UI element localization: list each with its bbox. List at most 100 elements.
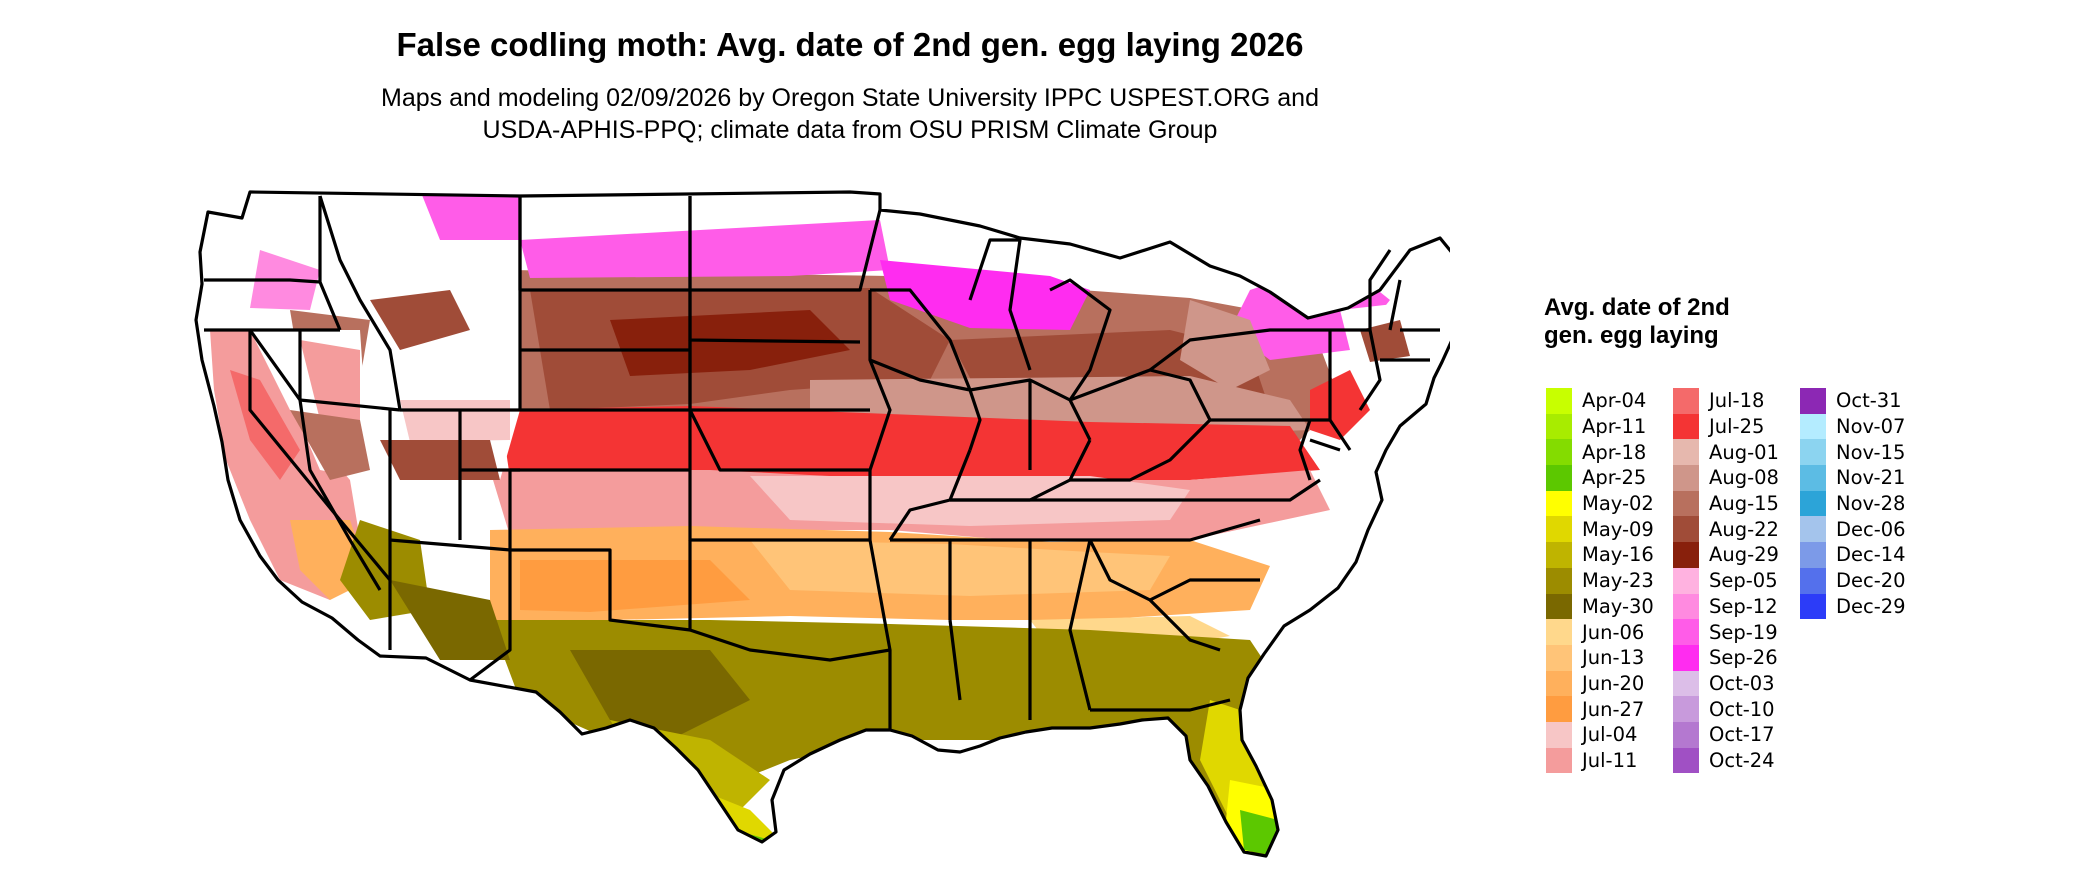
legend-item-sep-05: Sep-05	[1673, 567, 1779, 594]
legend-item-jul-11: Jul-11	[1546, 747, 1654, 774]
legend-item-dec-29: Dec-29	[1800, 593, 1906, 620]
legend-swatch	[1800, 593, 1826, 620]
legend-swatch	[1800, 516, 1826, 543]
legend-swatch	[1546, 542, 1572, 568]
legend-label: May-09	[1582, 517, 1654, 541]
legend-item-apr-18: Apr-18	[1546, 439, 1654, 466]
legend-label: Jun-06	[1582, 620, 1645, 644]
legend-swatch	[1800, 567, 1826, 594]
legend-label: Jul-11	[1582, 748, 1638, 772]
legend-swatch	[1673, 490, 1699, 517]
legend-swatch	[1800, 490, 1826, 517]
legend-label: Dec-14	[1836, 543, 1906, 567]
legend-swatch	[1673, 413, 1699, 440]
map-subtitle-line-1: Maps and modeling 02/09/2026 by Oregon S…	[381, 84, 1319, 112]
legend-column-3: Oct-31 Nov-07 Nov-15 Nov-21 Nov-28 Dec-06 Dec-…	[1800, 388, 1906, 620]
legend-item-oct-31: Oct-31	[1800, 388, 1906, 414]
legend-label: Apr-25	[1582, 466, 1647, 490]
legend-label: Dec-20	[1836, 569, 1906, 593]
legend-swatch	[1673, 644, 1699, 671]
legend-swatch	[1800, 388, 1826, 414]
legend-label: Sep-26	[1709, 646, 1778, 670]
legend-swatch	[1546, 388, 1572, 414]
legend-label: Sep-19	[1709, 620, 1778, 644]
legend-swatch	[1800, 465, 1826, 491]
legend-swatch	[1546, 439, 1572, 466]
legend-title: Avg. date of 2nd gen. egg laying	[1544, 294, 1730, 349]
legend-item-sep-26: Sep-26	[1673, 644, 1779, 671]
legend-swatch	[1673, 388, 1699, 414]
legend-item-nov-07: Nov-07	[1800, 413, 1906, 440]
legend-label: Jun-27	[1582, 697, 1645, 721]
legend-item-may-09: May-09	[1546, 516, 1654, 543]
legend-label: May-16	[1582, 543, 1654, 567]
legend-label: Oct-24	[1709, 748, 1775, 772]
legend-label: Aug-08	[1709, 466, 1779, 490]
legend-item-jun-13: Jun-13	[1546, 644, 1654, 671]
legend-item-may-30: May-30	[1546, 593, 1654, 620]
us-egg-laying-map	[194, 190, 1450, 858]
legend-item-jun-06: Jun-06	[1546, 619, 1654, 645]
legend-swatch	[1673, 465, 1699, 491]
legend-label: Aug-15	[1709, 492, 1779, 516]
legend-swatch	[1546, 516, 1572, 543]
legend-item-apr-04: Apr-04	[1546, 388, 1654, 414]
legend-item-may-02: May-02	[1546, 490, 1654, 517]
legend-swatch	[1546, 747, 1572, 774]
egg-date-raster	[196, 192, 1450, 856]
legend-item-oct-03: Oct-03	[1673, 670, 1779, 697]
legend-label: Jul-04	[1582, 723, 1638, 747]
legend-item-oct-17: Oct-17	[1673, 721, 1779, 748]
legend-swatch	[1673, 721, 1699, 748]
legend-label: Sep-12	[1709, 594, 1778, 618]
legend-item-sep-12: Sep-12	[1673, 593, 1779, 620]
map-subtitle-line-2: USDA-APHIS-PPQ; climate data from OSU PR…	[482, 116, 1218, 144]
legend-swatch	[1546, 696, 1572, 722]
legend-item-jul-04: Jul-04	[1546, 721, 1654, 748]
legend-swatch	[1546, 670, 1572, 697]
legend-item-aug-01: Aug-01	[1673, 439, 1779, 466]
legend-label: Jun-20	[1582, 671, 1645, 695]
legend-item-nov-15: Nov-15	[1800, 439, 1906, 466]
legend-swatch	[1673, 670, 1699, 697]
legend-swatch	[1800, 542, 1826, 568]
legend-swatch	[1673, 516, 1699, 543]
legend-item-aug-22: Aug-22	[1673, 516, 1779, 543]
legend-label: Aug-22	[1709, 517, 1779, 541]
legend-label: Nov-07	[1836, 415, 1906, 439]
legend-swatch	[1546, 413, 1572, 440]
legend-label: Jun-13	[1582, 646, 1645, 670]
legend-swatch	[1546, 619, 1572, 645]
legend-label: Dec-06	[1836, 517, 1906, 541]
legend-swatch	[1546, 644, 1572, 671]
legend-item-dec-14: Dec-14	[1800, 542, 1906, 568]
legend-label: Oct-17	[1709, 723, 1775, 747]
legend-item-apr-25: Apr-25	[1546, 465, 1654, 491]
legend-item-jun-20: Jun-20	[1546, 670, 1654, 697]
legend-item-nov-21: Nov-21	[1800, 465, 1906, 491]
legend-swatch	[1673, 593, 1699, 620]
legend-label: Nov-15	[1836, 440, 1906, 464]
legend-column-2: Jul-18 Jul-25 Aug-01 Aug-08 Aug-15 Aug-22 Aug-…	[1673, 388, 1779, 774]
state-boundaries	[194, 190, 1450, 858]
legend-label: Aug-01	[1709, 440, 1779, 464]
legend-swatch	[1546, 490, 1572, 517]
legend-column-1: Apr-04 Apr-11 Apr-18 Apr-25 May-02 May-09 May-…	[1546, 388, 1654, 774]
legend-label: Sep-05	[1709, 569, 1778, 593]
legend-label: May-30	[1582, 594, 1654, 618]
legend-label: Oct-31	[1836, 389, 1902, 413]
legend-swatch	[1800, 439, 1826, 466]
legend-label: Nov-28	[1836, 492, 1906, 516]
legend-label: Apr-18	[1582, 440, 1647, 464]
legend-label: Oct-03	[1709, 671, 1775, 695]
legend-item-dec-20: Dec-20	[1800, 567, 1906, 594]
legend-swatch	[1546, 721, 1572, 748]
legend-swatch	[1673, 747, 1699, 774]
legend-swatch	[1673, 696, 1699, 722]
legend-item-apr-11: Apr-11	[1546, 413, 1654, 440]
legend-item-aug-08: Aug-08	[1673, 465, 1779, 491]
legend-swatch	[1673, 619, 1699, 645]
legend-swatch	[1546, 593, 1572, 620]
legend-item-may-23: May-23	[1546, 567, 1654, 594]
legend-item-jul-25: Jul-25	[1673, 413, 1779, 440]
